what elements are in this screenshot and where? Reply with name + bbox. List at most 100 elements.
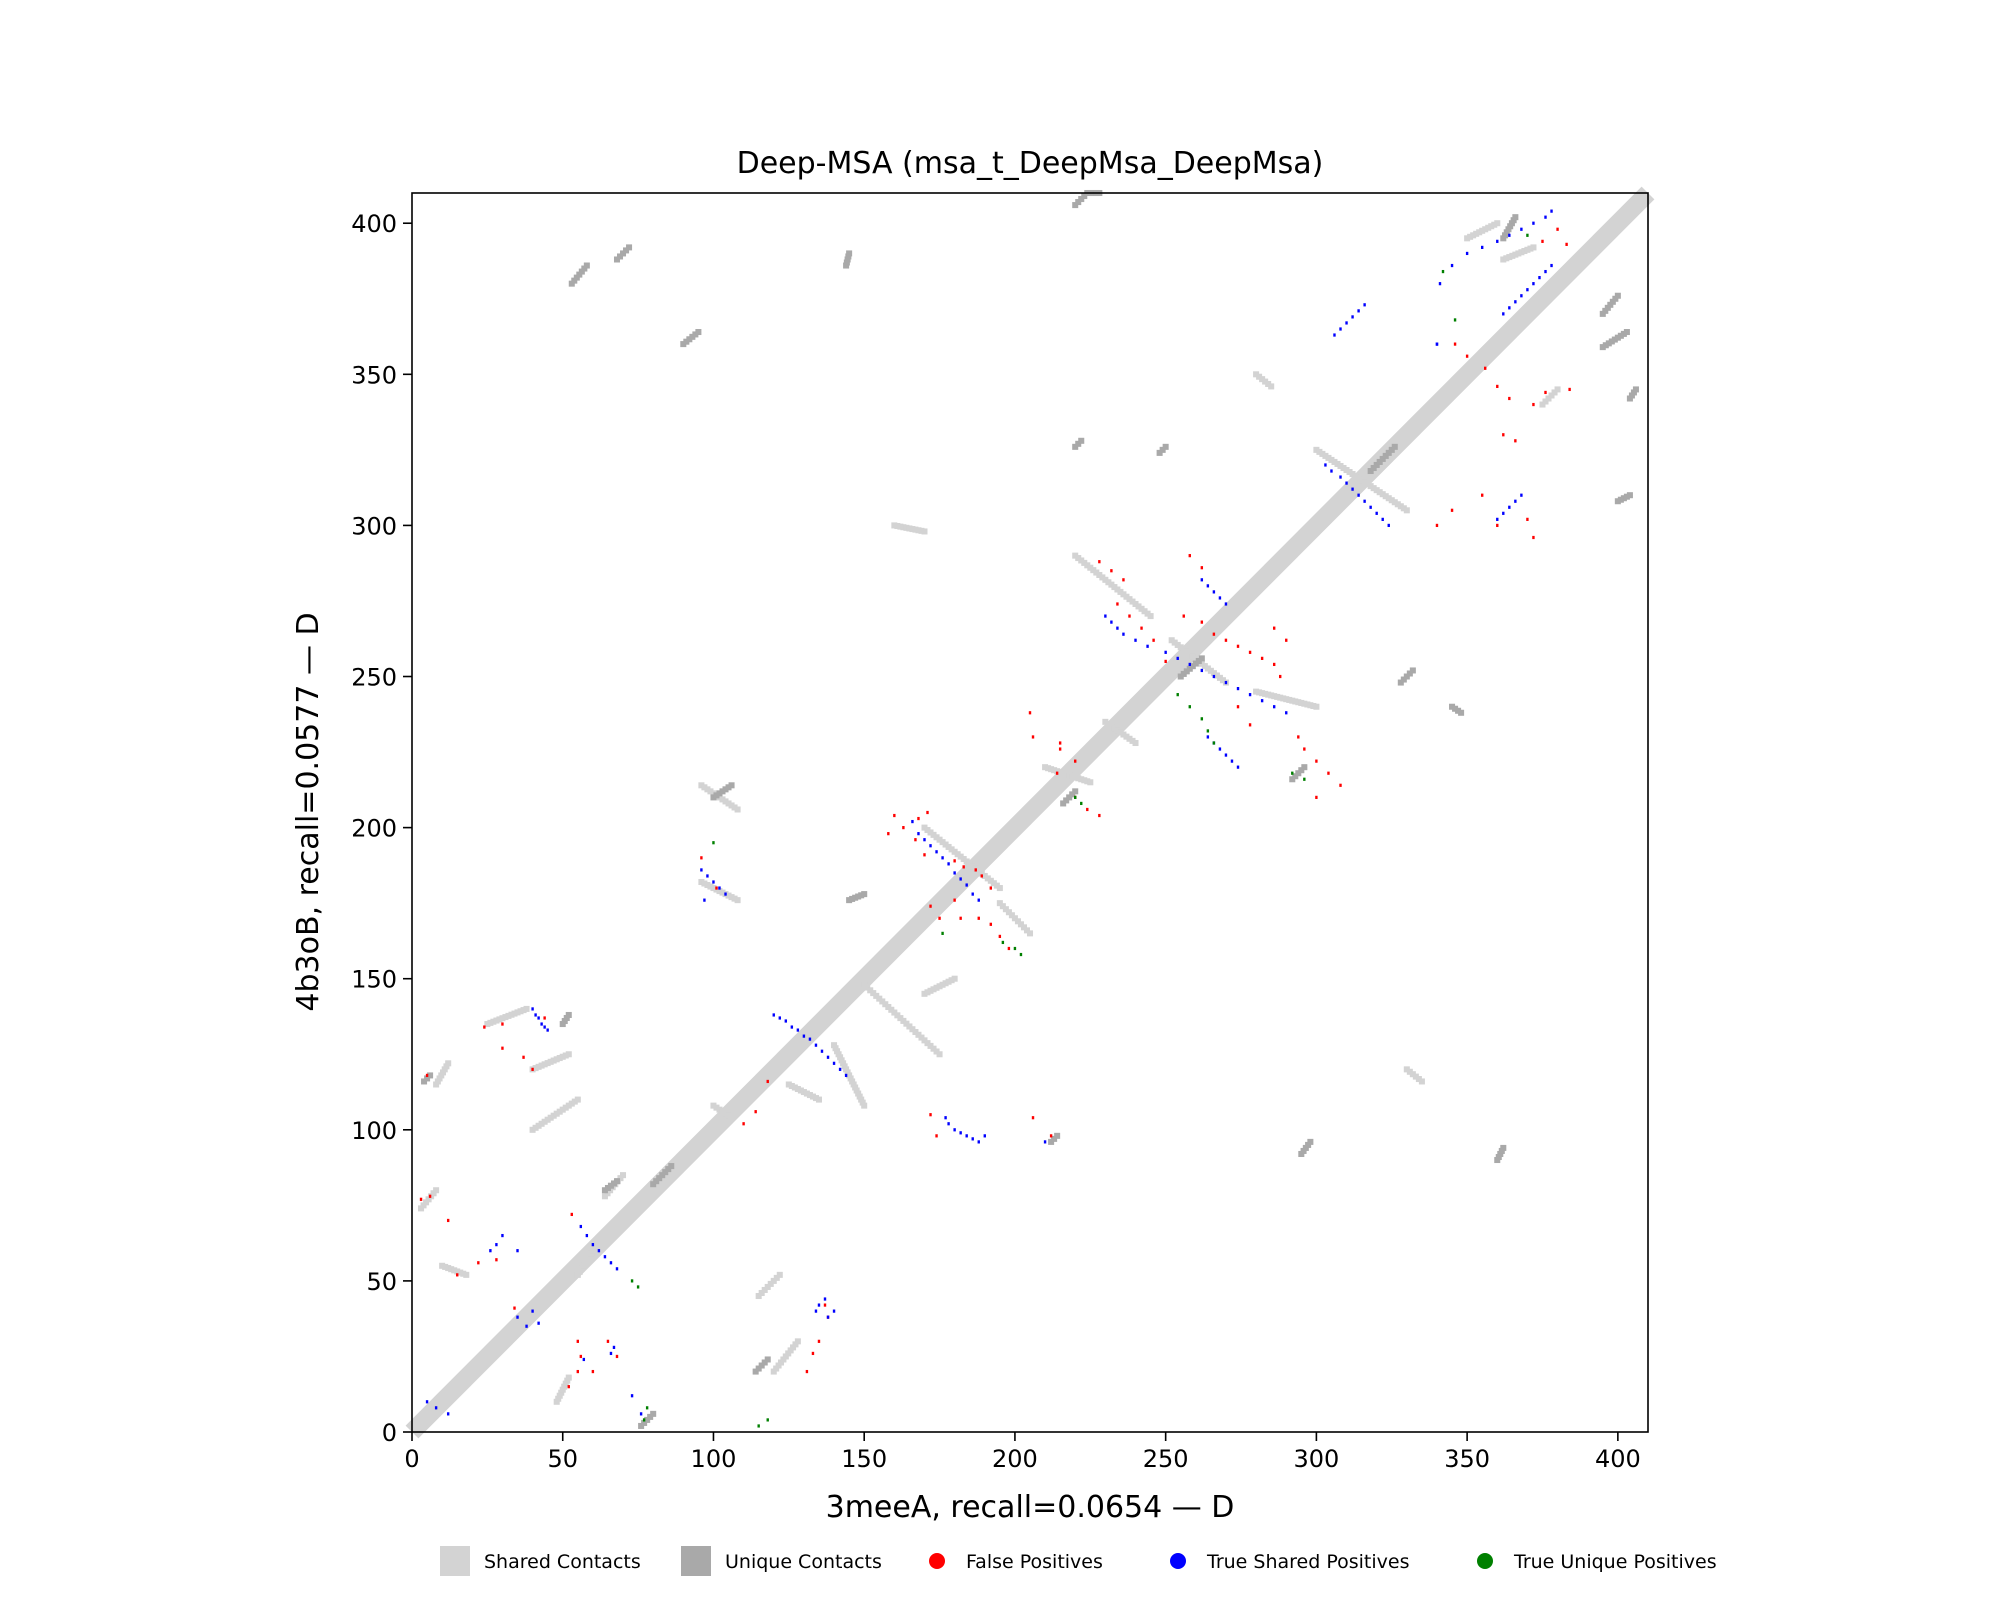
true-shared-positive-point bbox=[1520, 294, 1523, 298]
false-positive-point bbox=[567, 1385, 570, 1389]
shared-contact-cell bbox=[1147, 613, 1154, 620]
shared-contact-cell bbox=[564, 1377, 571, 1384]
true-shared-positive-point bbox=[1508, 306, 1511, 310]
true-unique-positive-point bbox=[757, 1424, 760, 1428]
shared-contact-cell bbox=[1418, 1078, 1425, 1085]
shared-contact-cell bbox=[1467, 233, 1474, 240]
true-shared-positive-point bbox=[977, 898, 980, 902]
y-tick-label: 0 bbox=[382, 1419, 397, 1447]
shared-contact-cell bbox=[921, 990, 928, 997]
true-shared-positive-point bbox=[817, 1303, 821, 1307]
unique-contact-cell bbox=[1072, 788, 1079, 795]
shared-contact-cell bbox=[894, 1012, 901, 1019]
shared-contact-cell bbox=[832, 1045, 839, 1052]
true-shared-positive-point bbox=[603, 1255, 607, 1259]
true-shared-positive-point bbox=[1230, 759, 1234, 763]
y-tick-label: 400 bbox=[351, 210, 397, 238]
false-positive-point bbox=[959, 916, 962, 920]
unique-contact-cell bbox=[1298, 767, 1305, 774]
true-shared-positive-point bbox=[1200, 578, 1204, 582]
true-shared-positive-point bbox=[516, 1249, 519, 1253]
unique-contact-cell bbox=[1604, 304, 1611, 311]
true-shared-positive-point bbox=[1538, 276, 1541, 280]
shared-contact-cell bbox=[870, 990, 877, 997]
true-shared-positive-point bbox=[1435, 342, 1439, 346]
unique-contact-cell bbox=[1180, 670, 1187, 677]
shared-contact-cell bbox=[1213, 672, 1220, 679]
shared-contact-cell bbox=[601, 1193, 608, 1200]
shared-contact-cell bbox=[490, 1018, 497, 1025]
shared-contact-cell bbox=[1539, 401, 1546, 408]
shared-contact-cell bbox=[773, 1365, 780, 1372]
unique-contact-cell bbox=[1508, 220, 1515, 227]
true-shared-positive-point bbox=[706, 874, 709, 878]
y-tick-label: 50 bbox=[366, 1268, 397, 1296]
shared-contact-cell bbox=[770, 1368, 777, 1375]
false-positive-point bbox=[811, 1351, 815, 1356]
true-unique-positive-point bbox=[1176, 693, 1179, 697]
true-shared-positive-point bbox=[959, 877, 962, 881]
true-shared-positive-point bbox=[1508, 233, 1511, 237]
true-unique-positive-point bbox=[1291, 771, 1294, 775]
shared-contact-cell bbox=[587, 1250, 595, 1257]
unique-contact-cell bbox=[1397, 679, 1404, 686]
true-shared-positive-point bbox=[1550, 209, 1553, 213]
unique-contact-cell bbox=[849, 895, 856, 902]
false-positive-point bbox=[1098, 560, 1101, 564]
shared-contact-cell bbox=[894, 523, 901, 530]
true-shared-positive-point bbox=[1330, 469, 1333, 473]
shared-contact-cell bbox=[1259, 690, 1266, 697]
true-shared-positive-point bbox=[1369, 505, 1372, 509]
shared-contact-cell bbox=[1403, 1066, 1410, 1073]
shared-contact-cell bbox=[1355, 475, 1362, 482]
unique-contact-cell bbox=[620, 250, 627, 257]
false-positive-point bbox=[1098, 813, 1101, 818]
false-positive-point bbox=[1297, 735, 1300, 739]
shared-contact-cell bbox=[815, 1096, 822, 1103]
true-shared-positive-point bbox=[1218, 747, 1222, 751]
shared-contact-cell bbox=[1530, 244, 1537, 251]
shared-contact-cell bbox=[725, 800, 732, 807]
shared-contact-cell bbox=[1186, 651, 1193, 658]
unique-contact-cell bbox=[1300, 1147, 1307, 1154]
unique-contact-cell bbox=[861, 891, 868, 898]
shared-contact-cell bbox=[550, 1057, 557, 1064]
true-shared-positive-point bbox=[838, 1067, 842, 1071]
true-shared-positive-point bbox=[1285, 711, 1288, 715]
false-positive-point bbox=[477, 1261, 480, 1265]
shared-contact-cell bbox=[782, 1353, 789, 1360]
legend-swatch-dot bbox=[1477, 1553, 1493, 1569]
unique-contact-cell bbox=[1376, 458, 1383, 465]
shared-contact-cell bbox=[559, 1386, 566, 1393]
false-positive-point bbox=[1565, 242, 1568, 246]
shared-contact-cell bbox=[1268, 383, 1275, 390]
unique-contact-cell bbox=[1382, 452, 1389, 459]
true-shared-positive-point bbox=[947, 862, 950, 866]
shared-contact-cell bbox=[1219, 677, 1226, 684]
shared-contact-cell bbox=[574, 1271, 581, 1278]
unique-contact-cell bbox=[559, 1021, 566, 1028]
unique-contact-cell bbox=[764, 1356, 771, 1363]
false-positive-point bbox=[1568, 387, 1571, 392]
true-unique-positive-point bbox=[1526, 233, 1529, 237]
unique-contact-cell bbox=[1449, 703, 1456, 710]
true-shared-positive-point bbox=[1272, 705, 1276, 709]
false-positive-point bbox=[1055, 771, 1059, 775]
unique-contact-cell bbox=[563, 1014, 570, 1022]
unique-contact-cell bbox=[613, 1178, 621, 1185]
unique-contact-cell bbox=[1500, 235, 1507, 242]
true-shared-positive-point bbox=[953, 1128, 956, 1132]
shared-contact-cell bbox=[1008, 912, 1015, 919]
true-shared-positive-point bbox=[1450, 263, 1454, 268]
shared-contact-cell bbox=[1479, 227, 1486, 234]
false-positive-point bbox=[1236, 705, 1240, 709]
true-shared-positive-point bbox=[1520, 227, 1523, 231]
true-shared-positive-point bbox=[1339, 475, 1342, 479]
true-shared-positive-point bbox=[425, 1400, 429, 1404]
true-shared-positive-point bbox=[1502, 312, 1505, 316]
shared-contact-cell bbox=[859, 1099, 866, 1106]
shared-contact-cell bbox=[1259, 376, 1266, 383]
shared-contact-cell bbox=[1174, 641, 1181, 648]
